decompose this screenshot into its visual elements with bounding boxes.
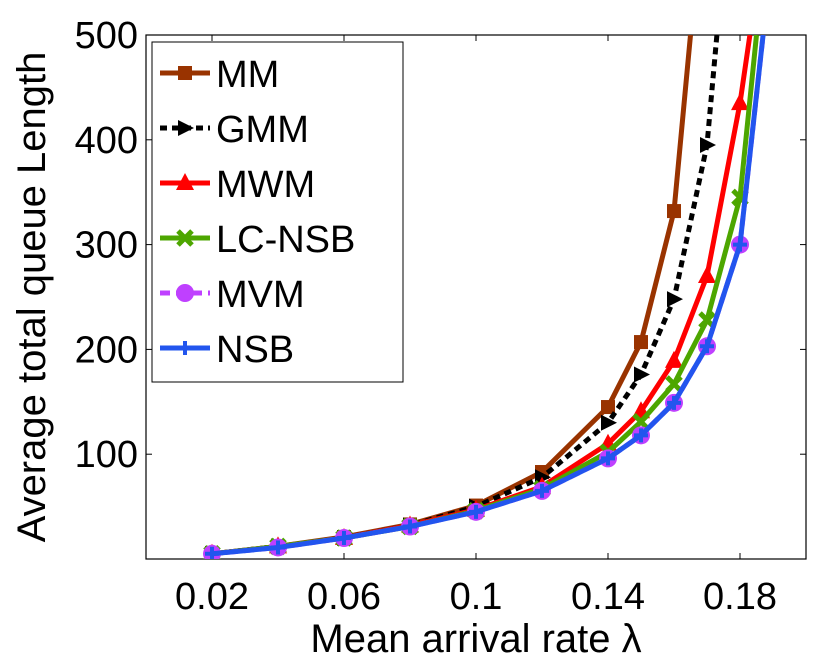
data-point-gmm	[634, 366, 650, 383]
data-point-mwm	[731, 93, 749, 111]
x-tick-label: 0.14	[571, 576, 645, 618]
data-point-gmm	[667, 291, 683, 308]
legend-item-mwm: MWM	[160, 164, 315, 206]
y-tick-label: 100	[75, 434, 138, 476]
data-point-nsb	[271, 540, 285, 555]
data-point-mwm	[665, 350, 683, 368]
legend-marker	[176, 173, 194, 190]
legend-label: MM	[216, 54, 279, 96]
x-tick-label: 0.18	[703, 576, 777, 618]
y-tick-label: 500	[75, 15, 138, 57]
data-point-mm	[634, 335, 648, 350]
data-point-nsb	[634, 428, 648, 443]
legend-label: NSB	[216, 329, 294, 371]
legend-item-mm: MM	[160, 54, 279, 96]
legend-marker	[178, 66, 192, 80]
legend-marker	[176, 229, 194, 247]
y-tick-label: 200	[75, 329, 138, 371]
legend-item-lc-nsb: LC-NSB	[160, 219, 355, 261]
x-tick-label: 0.06	[307, 576, 381, 618]
data-point-lc-nsb	[665, 375, 683, 393]
data-point-lc-nsb	[632, 412, 650, 431]
x-tick-label: 0.02	[175, 576, 249, 618]
data-point-nsb	[601, 451, 615, 466]
y-ticks: 100 200 300 400 500	[75, 15, 806, 476]
legend-label: GMM	[216, 109, 309, 151]
legend-marker	[176, 284, 194, 302]
y-tick-label: 300	[75, 225, 138, 267]
data-point-nsb	[337, 531, 351, 546]
legend-marker	[178, 120, 194, 136]
data-point-gmm	[700, 137, 716, 154]
series-nsb	[205, 35, 766, 559]
legend-label: MWM	[216, 164, 315, 206]
legend-item-nsb: NSB	[160, 329, 294, 371]
x-axis-label: Mean arrival rate λ	[310, 617, 641, 661]
legend-box	[151, 41, 404, 383]
legend-label: LC-NSB	[216, 219, 355, 261]
legend-label: MVM	[216, 274, 305, 316]
legend-item-mvm: MVM	[160, 274, 305, 316]
data-point-mm	[601, 400, 615, 415]
data-point-nsb	[700, 339, 714, 354]
series-line-nsb	[211, 35, 766, 557]
data-point-nsb	[403, 519, 417, 534]
legend: MM GMM MWM LC-NSB MVM NSB	[151, 41, 404, 383]
data-point-nsb	[535, 483, 549, 498]
data-point-mwm	[698, 266, 716, 284]
x-ticks: 0.02 0.06 0.1 0.14 0.18	[175, 35, 777, 618]
legend-marker	[178, 341, 192, 355]
data-point-gmm	[535, 469, 551, 486]
data-point-gmm	[601, 414, 617, 431]
x-tick-label: 0.1	[450, 576, 503, 618]
data-point-nsb	[205, 546, 219, 559]
y-tick-label: 400	[75, 120, 138, 162]
data-point-nsb	[733, 237, 747, 252]
data-point-nsb	[667, 395, 681, 410]
legend-item-gmm: GMM	[160, 109, 309, 151]
data-point-mm	[667, 204, 681, 219]
y-axis-label: Average total queue Length	[10, 52, 54, 543]
series-group	[203, 35, 766, 559]
data-point-nsb	[469, 504, 483, 519]
